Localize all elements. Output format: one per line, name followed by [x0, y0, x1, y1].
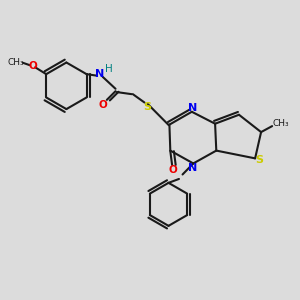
Text: S: S	[255, 154, 263, 165]
Text: N: N	[95, 70, 104, 80]
Text: H: H	[105, 64, 113, 74]
Text: N: N	[188, 103, 197, 112]
Text: CH₃: CH₃	[8, 58, 24, 67]
Text: O: O	[98, 100, 107, 110]
Text: O: O	[169, 165, 177, 175]
Text: CH₃: CH₃	[273, 119, 290, 128]
Text: O: O	[28, 61, 37, 71]
Text: N: N	[188, 163, 197, 172]
Text: S: S	[143, 102, 151, 112]
